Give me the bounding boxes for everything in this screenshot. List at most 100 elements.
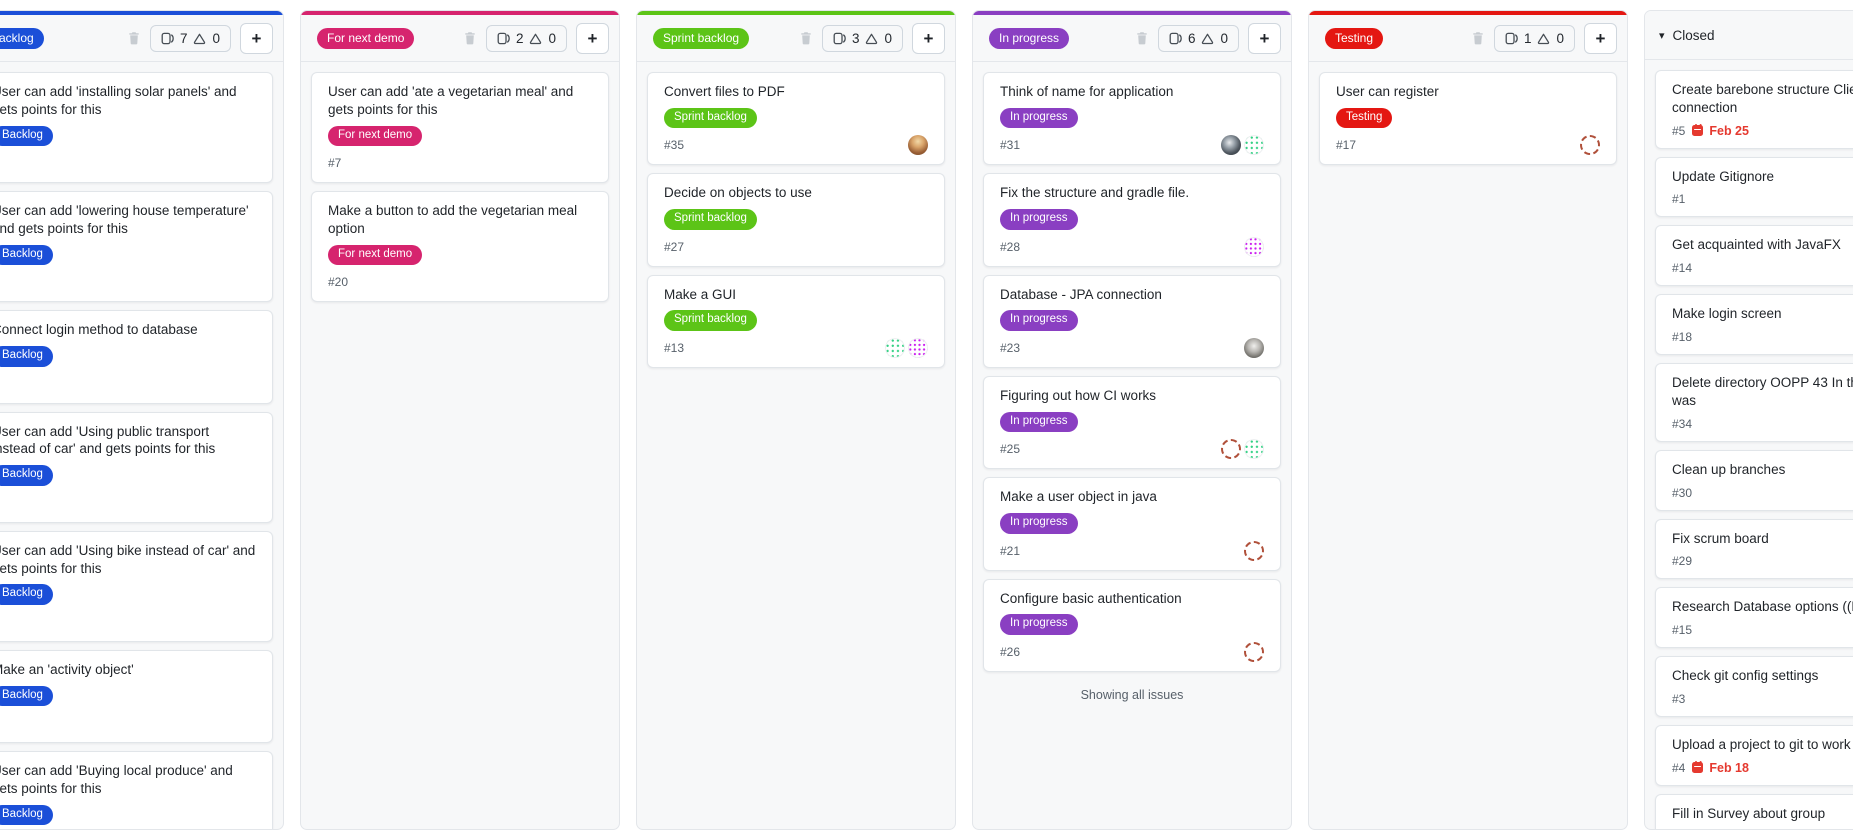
issue-number: #23 (1000, 340, 1021, 355)
user-avatar[interactable] (1244, 337, 1264, 358)
card-title: User can register (1336, 84, 1439, 99)
card-meta: #31 (1000, 135, 1264, 156)
card-meta: #4 Feb 18 (1672, 760, 1853, 776)
card-label-pill[interactable]: For next demo (328, 244, 423, 266)
card-meta: #14 (1672, 260, 1853, 276)
user-avatar[interactable] (1244, 236, 1264, 257)
issue-card[interactable]: User can add 'Using bike instead of car'… (0, 530, 273, 642)
user-avatar[interactable] (1244, 540, 1264, 561)
card-meta: #1 (1672, 191, 1853, 207)
user-avatar[interactable] (908, 337, 928, 358)
closed-issue-card[interactable]: Create barebone structure Client-Server … (1655, 70, 1853, 149)
closed-issue-card[interactable]: Get acquainted with JavaFX #14 (1655, 225, 1853, 287)
closed-issue-card[interactable]: Fix scrum board #29 (1655, 518, 1853, 580)
closed-column-header[interactable]: ▾ Closed (1645, 11, 1853, 60)
user-avatar[interactable] (1244, 641, 1264, 662)
card-label-pill[interactable]: Sprint backlog (664, 310, 757, 331)
issue-card[interactable]: Make a button to add the vegetarian meal… (311, 191, 609, 303)
user-avatar[interactable] (1244, 135, 1264, 156)
trash-icon[interactable] (463, 31, 477, 45)
issue-card[interactable]: Configure basic authentication In progres… (983, 578, 1281, 672)
issue-card[interactable]: Convert files to PDF Sprint backlog #35 (647, 72, 945, 166)
closed-issue-card[interactable]: Make login screen #18 (1655, 294, 1853, 356)
calendar-icon (1692, 123, 1704, 137)
user-avatar[interactable] (1221, 439, 1241, 460)
card-label-pill[interactable]: Backlog (0, 346, 53, 367)
add-card-button[interactable]: + (912, 22, 945, 54)
closed-issue-card[interactable]: Update Gitignore #1 (1655, 156, 1853, 218)
card-label-pill[interactable]: Testing (1336, 107, 1393, 129)
card-label-pill[interactable]: In progress (1000, 107, 1078, 129)
showing-all-issues-note: Showing all issues (1080, 687, 1184, 702)
user-avatar[interactable] (908, 135, 928, 156)
column-controls: 2 0 + (463, 22, 609, 54)
card-label-pill[interactable]: In progress (1000, 614, 1078, 635)
column-label-pill: In progress (989, 27, 1070, 49)
card-title: User can add 'Buying local produce' and … (0, 763, 233, 796)
card-title: Delete directory OOPP 43 In the beginnin… (1672, 375, 1853, 408)
closed-issue-card[interactable]: Clean up branches #30 (1655, 449, 1853, 511)
closed-issue-card[interactable]: Check git config settings #3 (1655, 656, 1853, 717)
card-label-pill[interactable]: In progress (1000, 513, 1078, 534)
issue-card[interactable]: Database - JPA connection In progress #23 (983, 274, 1281, 368)
issue-card[interactable]: Make a GUI Sprint backlog #13 (647, 274, 945, 368)
closed-issue-card[interactable]: Delete directory OOPP 43 In the beginnin… (1655, 363, 1853, 442)
card-label-pill[interactable]: In progress (1000, 310, 1078, 331)
user-avatar[interactable] (1580, 135, 1600, 156)
issue-number: #26 (1000, 644, 1021, 659)
trash-icon[interactable] (799, 31, 813, 45)
card-label-pill[interactable]: Backlog (0, 244, 53, 266)
card-label-pill[interactable]: In progress (1000, 411, 1078, 433)
card-meta: #30 (1672, 485, 1853, 501)
user-avatar[interactable] (1244, 439, 1264, 460)
closed-issue-card[interactable]: Research Database options ((No)SQL?) #15 (1655, 587, 1853, 649)
user-avatar[interactable] (1221, 135, 1241, 156)
column-header: Sprint backlog 3 0 + (637, 15, 955, 62)
cards-count-value: 3 (851, 30, 860, 46)
card-label-pill[interactable]: Backlog (0, 465, 53, 486)
issue-card[interactable]: Think of name for application In progress… (983, 72, 1281, 166)
card-title: Check git config settings (1672, 668, 1819, 684)
card-avatars (1577, 135, 1600, 156)
issue-card[interactable]: Decide on objects to use Sprint backlog #2… (647, 173, 945, 267)
issue-card[interactable]: Make an 'activity object' Backlog (0, 649, 273, 744)
issue-number: #5 (1672, 123, 1686, 138)
add-card-button[interactable]: + (1248, 22, 1281, 54)
issue-card[interactable]: User can add 'lowering house temperature… (0, 191, 273, 303)
issue-card[interactable]: User can add 'Using public transport ins… (0, 411, 273, 523)
issue-card[interactable]: Connect login method to database Backlog (0, 310, 273, 404)
issue-number: #1 (1672, 192, 1686, 207)
card-label-pill[interactable]: Backlog (0, 125, 53, 147)
column-label-pill: Testing (1325, 27, 1384, 49)
trash-icon[interactable] (1135, 31, 1149, 45)
issue-card[interactable]: User can add 'installing solar panels' a… (0, 72, 273, 184)
card-label-pill[interactable]: In progress (1000, 209, 1078, 230)
add-card-button[interactable]: + (1584, 22, 1617, 54)
issue-card[interactable]: Figuring out how CI works In progress #25 (983, 375, 1281, 470)
add-card-button[interactable]: + (240, 22, 273, 54)
issue-card[interactable]: User can register Testing #17 (1319, 72, 1617, 166)
issue-card[interactable]: User can add 'ate a vegetarian meal' and… (311, 72, 609, 184)
card-label-pill[interactable]: Backlog (0, 685, 53, 707)
card-label-pill[interactable]: Sprint backlog (664, 107, 757, 129)
trash-icon[interactable] (1471, 31, 1485, 45)
card-label-pill[interactable]: Sprint backlog (664, 209, 757, 230)
trash-icon[interactable] (127, 31, 141, 45)
closed-issue-card[interactable]: Upload a project to git to work from #4 Fe… (1655, 724, 1853, 786)
card-meta: #21 (1000, 540, 1264, 561)
card-label-pill[interactable]: For next demo (328, 125, 423, 147)
card-label-pill[interactable]: Backlog (0, 804, 53, 826)
cards-count-icon (833, 32, 846, 45)
closed-issue-card[interactable]: Fill in Survey about group (1655, 793, 1853, 829)
card-title: Make a user object in java (1000, 489, 1157, 505)
milestone-count-value: 0 (1556, 30, 1564, 46)
card-meta: #27 (664, 237, 928, 257)
card-title: Make login screen (1672, 306, 1782, 322)
card-meta (0, 374, 256, 394)
user-avatar[interactable] (885, 337, 905, 358)
add-card-button[interactable]: + (576, 22, 609, 54)
issue-card[interactable]: Make a user object in java In progress #21 (983, 477, 1281, 571)
card-label-pill[interactable]: Backlog (0, 584, 53, 605)
issue-card[interactable]: Fix the structure and gradle file. In pro… (983, 173, 1281, 267)
issue-card[interactable]: User can add 'Buying local produce' and … (0, 751, 273, 829)
